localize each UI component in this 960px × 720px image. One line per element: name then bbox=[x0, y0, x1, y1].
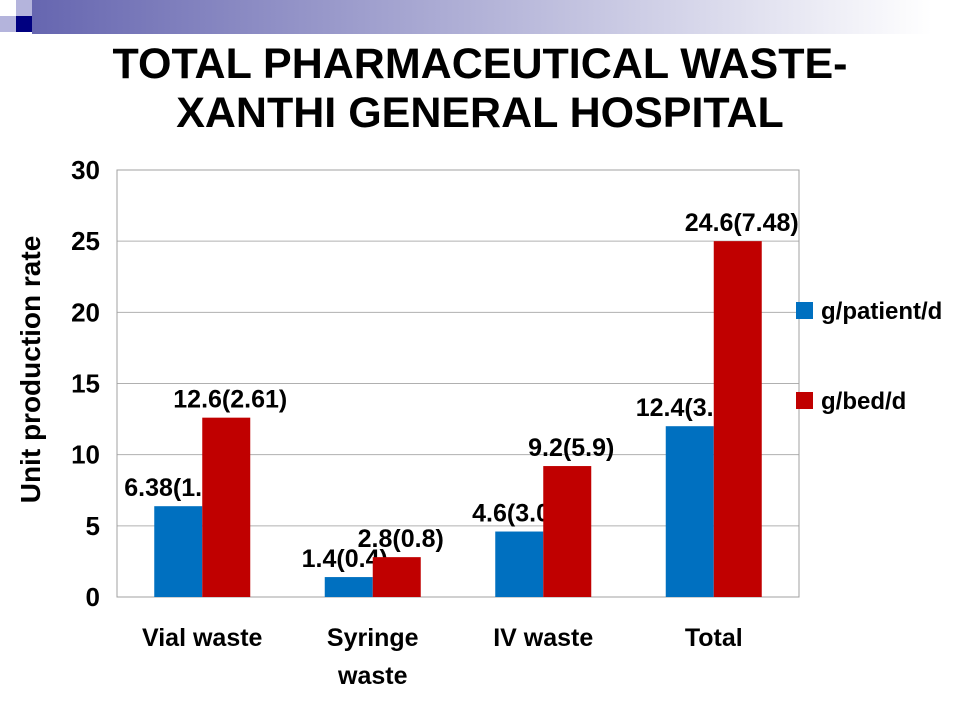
plot-area bbox=[116, 169, 800, 598]
bar-g-bed-d bbox=[372, 557, 421, 597]
y-tick-label: 20 bbox=[71, 297, 100, 327]
title-line-1: TOTAL PHARMACEUTICAL WASTE- bbox=[112, 40, 848, 88]
bar-g-bed-d bbox=[713, 241, 762, 597]
deco-square-3 bbox=[0, 16, 16, 32]
y-tick-label: 30 bbox=[71, 155, 100, 185]
data-label: 12.6(2.61) bbox=[173, 386, 287, 414]
x-tick-label: Vial waste bbox=[142, 624, 263, 652]
legend-swatch bbox=[796, 302, 813, 319]
slide-decoration bbox=[0, 0, 932, 34]
legend-label: g/bed/d bbox=[821, 388, 906, 415]
y-tick-label: 0 bbox=[86, 582, 100, 612]
x-tick-label: waste bbox=[337, 662, 408, 690]
bar-g-patient-d bbox=[154, 506, 203, 597]
data-label: 2.8(0.8) bbox=[358, 525, 444, 553]
bar-g-patient-d bbox=[495, 531, 544, 597]
bar-g-bed-d bbox=[202, 417, 251, 597]
deco-square-1 bbox=[0, 0, 16, 16]
legend-label: g/patient/d bbox=[821, 298, 942, 325]
y-tick-label: 15 bbox=[71, 369, 100, 399]
x-tick-label: Total bbox=[685, 624, 743, 652]
y-tick-label: 25 bbox=[71, 226, 100, 256]
data-label: 24.6(7.48) bbox=[685, 209, 799, 237]
x-tick-label: IV waste bbox=[493, 624, 593, 652]
bar-g-bed-d bbox=[543, 466, 592, 597]
bar-g-patient-d bbox=[324, 577, 373, 597]
bar-g-patient-d bbox=[665, 426, 714, 597]
data-label: 9.2(5.9) bbox=[528, 434, 614, 462]
deco-square-4 bbox=[16, 16, 32, 32]
title-line-2: XANTHI GENERAL HOSPITAL bbox=[176, 89, 784, 137]
slide-title: TOTAL PHARMACEUTICAL WASTE- XANTHI GENER… bbox=[0, 40, 960, 138]
deco-fade-bar bbox=[32, 0, 932, 34]
y-axis-label: Unit production rate bbox=[15, 236, 46, 504]
y-tick-label: 5 bbox=[86, 511, 100, 541]
legend-swatch bbox=[796, 392, 813, 409]
x-tick-label: Syringe bbox=[327, 624, 419, 652]
y-tick-label: 10 bbox=[71, 440, 100, 470]
deco-square-2 bbox=[16, 0, 32, 16]
